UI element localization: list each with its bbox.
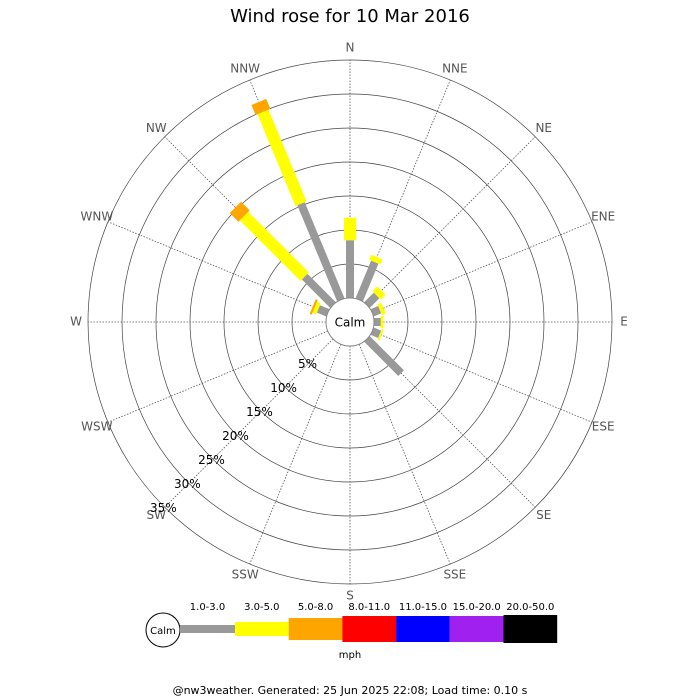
bar-segment <box>372 286 386 300</box>
legend-label: 1.0-3.0 <box>190 602 225 613</box>
spoke <box>107 330 328 423</box>
direction-label: SW <box>147 508 167 522</box>
direction-label: NW <box>146 121 167 135</box>
direction-label: ESE <box>592 419 615 433</box>
legend: Calm mph 1.0-3.0 3.0-5.0 5.0-8.0 8.0-11.0 11… <box>145 602 558 661</box>
legend-label: 15.0-20.0 <box>453 602 501 613</box>
grid-ring <box>121 93 579 551</box>
bar-segment <box>370 327 382 339</box>
bar-segment <box>316 305 330 317</box>
bar-segment <box>364 336 404 376</box>
ring-label: 5% <box>298 357 317 371</box>
grid-ring <box>189 161 511 483</box>
grid-ring <box>87 59 613 585</box>
legend-label: 20.0-50.0 <box>506 602 554 613</box>
bar-segment <box>380 316 384 328</box>
direction-label: NNW <box>230 61 260 75</box>
calm-label: Calm <box>335 316 366 330</box>
bar-segment <box>247 97 270 107</box>
legend-swatch <box>396 616 450 642</box>
direction-label: ENE <box>591 210 615 224</box>
bars <box>226 97 410 382</box>
legend-calm-label: Calm <box>150 626 176 637</box>
bar-segment <box>344 217 356 241</box>
direction-label: N <box>346 41 355 55</box>
legend-label: 3.0-5.0 <box>244 602 279 613</box>
ring-label: 20% <box>222 429 249 443</box>
direction-label: E <box>620 315 628 329</box>
legend-swatch <box>235 622 289 636</box>
grid: N NNE NE ENE E ESE SE SSE S SSW SW WSW W WNW NW NNW 5%10… <box>70 41 628 603</box>
legend-swatch <box>342 616 397 642</box>
legend-swatch <box>288 618 343 640</box>
direction-label: NE <box>535 121 552 135</box>
bar-segment <box>309 299 318 315</box>
direction-label: NNE <box>442 61 468 75</box>
bar-segment <box>364 292 380 308</box>
legend-swatch <box>503 615 558 643</box>
bar-segment <box>297 202 345 302</box>
legend-label: 8.0-11.0 <box>348 602 390 613</box>
spoke <box>107 221 328 314</box>
legend-label: 5.0-8.0 <box>298 602 333 613</box>
footer: @nw3weather. Generated: 25 Jun 2025 22:0… <box>173 684 528 697</box>
chart-title: Wind rose for 10 Mar 2016 <box>230 6 470 27</box>
legend-unit: mph <box>339 650 361 661</box>
legend-swatch <box>180 625 235 633</box>
direction-label: S <box>346 589 354 603</box>
direction-label: W <box>70 315 82 329</box>
grid-ring <box>223 195 477 449</box>
bar-segment <box>239 211 309 281</box>
ring-label: 30% <box>174 477 201 491</box>
bar-segment <box>229 201 250 222</box>
bar-segment <box>257 109 307 207</box>
bar-segment <box>369 254 383 265</box>
spoke <box>366 136 536 306</box>
bar-segment <box>355 260 379 302</box>
ring-label: 35% <box>150 501 177 515</box>
bar-segment <box>377 328 384 341</box>
ring-label: 15% <box>246 405 273 419</box>
spoke <box>372 221 593 314</box>
bar-segment <box>370 305 382 317</box>
direction-label: WSW <box>81 419 112 433</box>
bar-segment <box>346 240 354 298</box>
direction-label: SSE <box>443 568 466 582</box>
spoke <box>164 338 334 508</box>
bar-segment <box>251 98 271 116</box>
bar-segment <box>374 318 381 326</box>
bar-segment <box>301 273 336 308</box>
legend-swatch <box>449 616 504 642</box>
calm-circle <box>325 297 375 347</box>
grid-ring <box>155 127 545 517</box>
spoke <box>249 344 342 565</box>
direction-label: SE <box>536 508 551 522</box>
direction-label: SSW <box>232 568 259 582</box>
bar-segment <box>312 301 321 315</box>
direction-label: WNW <box>80 210 113 224</box>
ring-label: 25% <box>198 453 225 467</box>
ring-label: 10% <box>270 381 297 395</box>
legend-label: 11.0-15.0 <box>399 602 447 613</box>
spoke <box>358 344 451 565</box>
spoke <box>372 330 593 423</box>
bar-segment <box>377 302 386 316</box>
